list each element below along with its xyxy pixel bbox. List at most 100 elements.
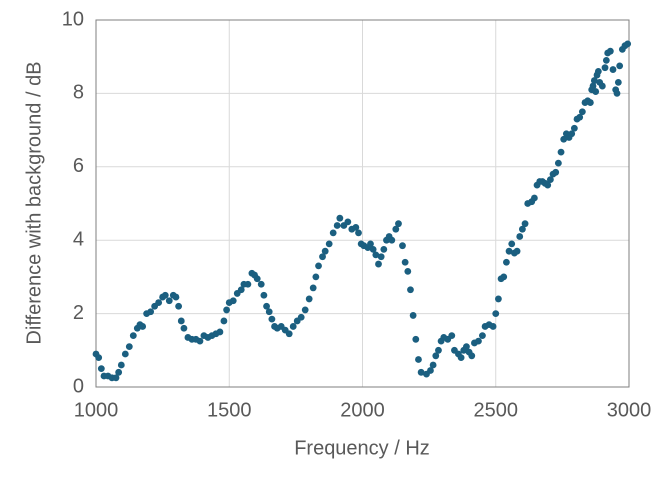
point <box>309 284 317 292</box>
point <box>598 82 606 90</box>
point <box>388 236 396 244</box>
x-tick-label: 2000 <box>340 399 385 421</box>
point <box>315 262 322 270</box>
point <box>592 88 600 95</box>
point <box>554 159 562 167</box>
x-axis-title: Frequency / Hz <box>294 437 430 459</box>
point <box>263 302 270 310</box>
point <box>325 240 333 248</box>
point <box>161 291 169 299</box>
point <box>613 90 621 97</box>
point <box>380 245 388 253</box>
point <box>129 332 137 340</box>
point <box>305 295 313 303</box>
point <box>344 218 352 226</box>
point <box>319 253 326 261</box>
point <box>395 220 402 228</box>
point <box>457 354 465 362</box>
point <box>404 267 412 275</box>
point <box>196 337 204 345</box>
point <box>576 113 584 121</box>
point <box>570 124 578 132</box>
point <box>180 324 188 332</box>
point <box>260 291 268 299</box>
point <box>352 223 360 231</box>
point <box>147 308 155 316</box>
point <box>172 293 180 301</box>
point <box>417 368 425 376</box>
y-tick-label: 0 <box>73 375 84 397</box>
point <box>125 343 133 351</box>
point <box>392 225 400 233</box>
point <box>594 67 602 75</box>
point <box>177 317 185 325</box>
point <box>257 280 265 288</box>
point <box>155 299 163 306</box>
point <box>407 286 414 294</box>
point <box>519 225 526 233</box>
x-tick-label: 2500 <box>474 399 519 421</box>
point <box>115 368 123 376</box>
point <box>165 297 173 305</box>
y-tick-label: 6 <box>73 155 84 177</box>
y-tick-label: 10 <box>62 8 84 30</box>
point <box>479 332 486 340</box>
point <box>237 286 245 294</box>
point <box>415 356 422 363</box>
point <box>530 194 538 202</box>
point <box>333 222 341 229</box>
point <box>601 64 609 72</box>
y-tick-label: 4 <box>73 228 84 250</box>
point <box>429 361 437 369</box>
point <box>355 229 362 237</box>
point <box>375 260 382 268</box>
point <box>329 229 337 237</box>
x-tick-label: 1500 <box>207 399 252 421</box>
point <box>448 332 456 340</box>
point <box>220 317 228 325</box>
x-tick-label: 3000 <box>607 399 652 421</box>
point <box>399 242 406 250</box>
point <box>312 273 320 281</box>
x-tick-label: 1000 <box>74 399 119 421</box>
plot-border <box>95 19 630 388</box>
point <box>557 148 565 156</box>
point <box>321 247 329 255</box>
point <box>586 99 594 106</box>
point <box>409 312 417 319</box>
point <box>412 335 420 343</box>
point <box>468 352 476 360</box>
point <box>560 135 568 143</box>
point <box>544 181 552 189</box>
point <box>268 315 276 323</box>
point <box>578 108 586 116</box>
point <box>463 343 470 351</box>
point <box>377 253 385 261</box>
point <box>175 302 183 310</box>
point <box>489 323 497 330</box>
point <box>427 367 434 374</box>
point <box>552 168 560 176</box>
point <box>253 275 261 283</box>
point <box>297 313 305 321</box>
point <box>568 130 576 138</box>
y-tick-label: 8 <box>73 82 84 104</box>
point <box>435 346 442 354</box>
point <box>546 176 554 184</box>
point <box>503 258 510 266</box>
point <box>609 66 617 73</box>
point <box>505 247 513 255</box>
point <box>289 323 297 330</box>
point <box>513 247 521 255</box>
point <box>336 214 344 222</box>
point <box>367 240 374 248</box>
point <box>139 323 147 330</box>
point <box>244 280 252 288</box>
point <box>589 82 597 90</box>
point <box>624 40 632 48</box>
point <box>492 310 500 317</box>
point <box>216 328 224 336</box>
point <box>401 258 409 266</box>
point <box>117 361 125 369</box>
